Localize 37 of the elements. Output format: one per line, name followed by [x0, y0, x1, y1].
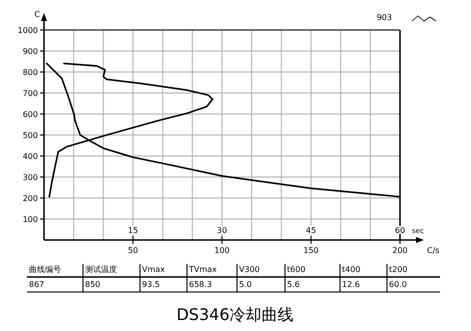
x-tick-label: 100: [214, 246, 230, 255]
y-tick-label: 200: [22, 194, 38, 203]
text: 903: [376, 13, 392, 22]
text: 658.3: [189, 280, 212, 289]
y-tick-label: 100: [22, 215, 38, 224]
y-axis-title: C: [34, 10, 40, 19]
y-tick-label: 500: [22, 131, 38, 140]
x-axis-title: C/s: [427, 246, 440, 255]
text: V300: [239, 265, 260, 274]
text: DS346冷却曲线: [176, 305, 294, 324]
text: 93.5: [142, 280, 160, 289]
x-tick-label: 150: [303, 246, 319, 255]
text: 850: [85, 280, 100, 289]
text: 12.6: [342, 280, 360, 289]
text: t200: [389, 265, 408, 274]
text: 60.0: [389, 280, 407, 289]
y-tick-label: 800: [22, 68, 38, 77]
text: 867: [29, 280, 44, 289]
y-tick-label: 300: [22, 173, 38, 182]
text: Vmax: [142, 265, 166, 274]
text: 测试温度: [85, 265, 117, 274]
text: TVmax: [188, 265, 218, 274]
text: 曲线编号: [29, 265, 61, 274]
text: t400: [342, 265, 360, 274]
x-tick-label: 200: [392, 246, 408, 255]
text: 5.6: [287, 280, 300, 289]
x2-tick-label: 30: [216, 226, 228, 235]
y-tick-label: 900: [22, 47, 38, 56]
y-tick-label: 400: [22, 152, 38, 161]
y-tick-label: 700: [22, 89, 38, 98]
x2-tick-label: 15: [128, 226, 138, 235]
x-tick-label: 50: [128, 246, 138, 255]
y-tick-label: 1000: [18, 26, 38, 35]
text: 5.0: [239, 280, 252, 289]
text: t600: [287, 265, 306, 274]
y-tick-label: 600: [22, 110, 38, 119]
x2-tick-label: 45: [306, 226, 316, 235]
